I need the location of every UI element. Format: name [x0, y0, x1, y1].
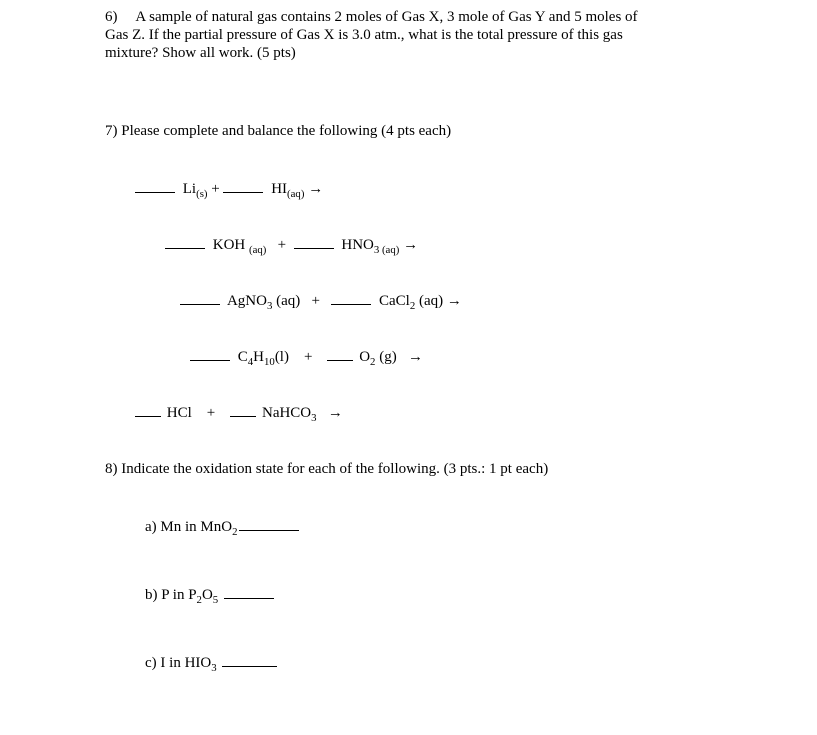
- reactant-2: O: [359, 349, 370, 365]
- reactant-1-sub2: 10: [264, 356, 275, 368]
- q6-line1: 6) A sample of natural gas contains 2 mo…: [105, 8, 712, 26]
- reactant-1-sub: (s): [196, 188, 207, 200]
- equation-2: KOH (aq) + HNO3 (aq) →: [105, 236, 712, 254]
- blank-answer: [224, 587, 274, 599]
- q6-line2: Gas Z. If the partial pressure of Gas X …: [105, 26, 712, 44]
- reactant-2: HI: [271, 181, 287, 197]
- equation-1: Li(s) + HI(aq) →: [105, 180, 712, 198]
- question-7-heading: 7) Please complete and balance the follo…: [105, 122, 712, 140]
- q8b-mid: O: [202, 587, 213, 603]
- reactant-2: HNO: [341, 237, 374, 253]
- q8a-sub: 2: [232, 526, 237, 538]
- plus: +: [270, 237, 290, 253]
- q8a-label: a) Mn in MnO: [145, 519, 232, 535]
- reactant-2: NaHCO: [262, 405, 311, 421]
- question-8-heading: 8) Indicate the oxidation state for each…: [105, 460, 712, 478]
- arrow: →: [308, 181, 323, 197]
- reactant-2: CaCl: [379, 293, 410, 309]
- blank-coeff: [327, 349, 353, 361]
- equation-5: HCl + NaHCO3 →: [105, 404, 712, 422]
- reactant-2-sub: 3: [311, 412, 316, 424]
- blank-coeff: [135, 181, 175, 193]
- reactant-1: Li: [183, 181, 196, 197]
- reactant-1-state: (l): [275, 349, 289, 365]
- reactant-1-c: C: [238, 349, 248, 365]
- blank-coeff: [223, 181, 263, 193]
- arrow: →: [403, 237, 418, 253]
- blank-coeff: [331, 293, 371, 305]
- blank-coeff: [190, 349, 230, 361]
- arrow: →: [320, 405, 343, 421]
- equation-4: C4H10(l) + O2 (g) →: [105, 348, 712, 366]
- reactant-1-sub: (aq): [249, 244, 266, 256]
- arrow: →: [447, 293, 462, 309]
- q8b-sub2: 5: [213, 594, 218, 606]
- blank-answer: [222, 655, 277, 667]
- q8-part-b: b) P in P2O5: [105, 586, 712, 604]
- reactant-1: HCl: [167, 405, 192, 421]
- blank-coeff: [294, 237, 334, 249]
- q8-part-a: a) Mn in MnO2: [105, 518, 712, 536]
- reactant-1-h: H: [253, 349, 264, 365]
- reactant-1: KOH: [213, 237, 249, 253]
- blank-answer: [239, 519, 299, 531]
- page-content: 6) A sample of natural gas contains 2 mo…: [0, 0, 817, 692]
- blank-coeff: [230, 405, 256, 417]
- q8-part-c: c) I in HIO3: [105, 654, 712, 672]
- reactant-2-sub: 3 (aq): [374, 244, 399, 256]
- reactant-2-state: (g): [375, 349, 396, 365]
- question-6: 6) A sample of natural gas contains 2 mo…: [105, 8, 712, 62]
- reactant-1-state: (aq): [272, 293, 300, 309]
- blank-coeff: [135, 405, 161, 417]
- equation-3: AgNO3 (aq) + CaCl2 (aq) →: [105, 292, 712, 310]
- plus: +: [211, 181, 223, 197]
- reactant-2-sub: (aq): [287, 188, 304, 200]
- plus: +: [293, 349, 324, 365]
- reactant-2-state: (aq): [415, 293, 443, 309]
- arrow: →: [400, 349, 423, 365]
- q6-line3: mixture? Show all work. (5 pts): [105, 44, 712, 62]
- q8c-sub: 3: [211, 662, 216, 674]
- blank-coeff: [180, 293, 220, 305]
- q8c-label: c) I in HIO: [145, 655, 211, 671]
- plus: +: [196, 405, 227, 421]
- plus: +: [304, 293, 327, 309]
- reactant-1: AgNO: [227, 293, 267, 309]
- q8b-label: b) P in P: [145, 587, 197, 603]
- blank-coeff: [165, 237, 205, 249]
